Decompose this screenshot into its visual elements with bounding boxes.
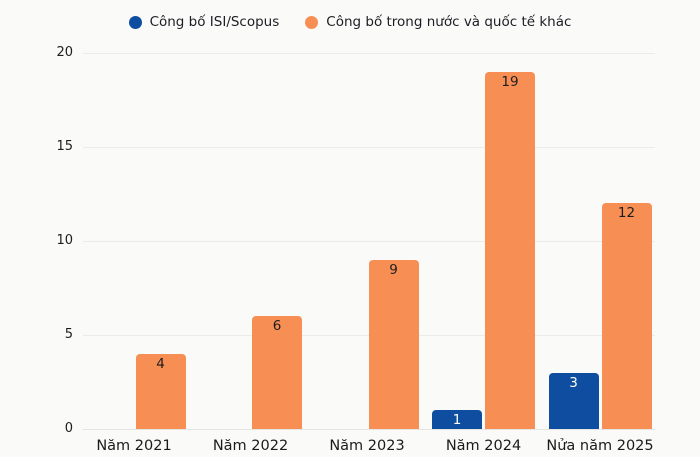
bar-value-label: 9 (389, 261, 398, 278)
bar-s2-3: 9 (368, 259, 419, 429)
bar-s2-4: 19 (485, 71, 535, 429)
bar-value-label: 3 (569, 374, 578, 391)
bar-s2-5: 12 (601, 203, 652, 429)
gridline-y10 (83, 241, 655, 242)
legend-label: Công bố ISI/Scopus (149, 14, 280, 30)
bar-value-label: 19 (501, 73, 519, 90)
legend-item-2[interactable]: Công bố trong nước và quốc tế khác (305, 14, 571, 30)
legend-color-dot-icon (305, 15, 319, 29)
chart-legend: Công bố ISI/Scopus Công bố trong nước và … (0, 14, 700, 30)
gridline-y0 (83, 429, 655, 430)
y-tick-label-5: 5 (64, 327, 73, 342)
y-tick-label-0: 0 (64, 421, 73, 436)
x-axis-label-3: Năm 2023 (329, 438, 405, 454)
bar-value-label: 12 (617, 205, 636, 222)
legend-color-dot-icon (128, 15, 142, 29)
legend-item-1[interactable]: Công bố ISI/Scopus (128, 14, 280, 30)
bar-s2-1: 4 (135, 353, 186, 429)
bar-s1-5: 3 (548, 372, 599, 429)
x-axis-label-1: Năm 2021 (96, 438, 172, 454)
bar-value-label: 4 (156, 355, 165, 372)
legend-label: Công bố trong nước và quốc tế khác (326, 14, 572, 30)
bar-s2-2: 6 (252, 316, 302, 429)
y-tick-label-20: 20 (56, 45, 73, 60)
gridline-y15 (83, 147, 655, 148)
gridline-y20 (83, 53, 655, 54)
x-axis-label-4: Năm 2024 (445, 438, 522, 454)
bar-s1-4: 1 (432, 410, 482, 429)
y-tick-label-15: 15 (56, 139, 73, 154)
x-axis-label-5: Nửa năm 2025 (546, 438, 654, 454)
y-tick-label-10: 10 (56, 233, 73, 248)
x-axis-label-2: Năm 2022 (212, 438, 289, 454)
bar-value-label: 1 (452, 412, 462, 429)
bar-value-label: 6 (272, 318, 282, 335)
